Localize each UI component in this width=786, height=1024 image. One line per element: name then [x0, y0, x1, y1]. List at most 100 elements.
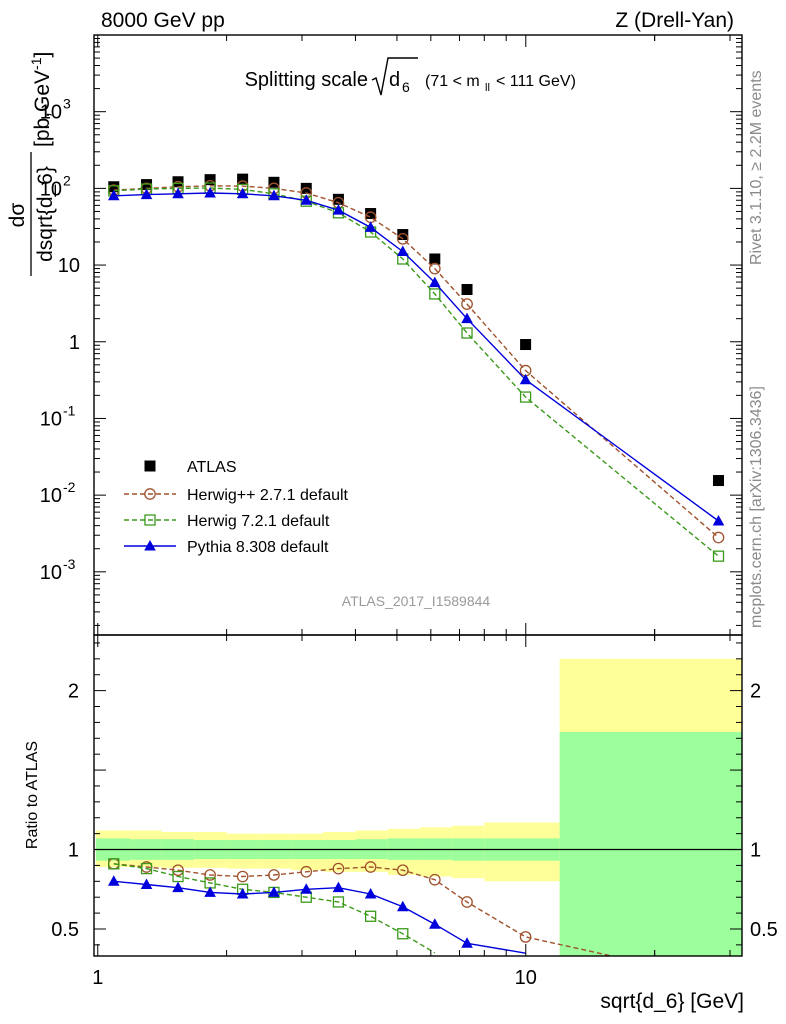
pythia-legend-label: Pythia 8.308 default [187, 539, 329, 556]
pythia-point [107, 189, 120, 201]
herwig7-point [519, 391, 532, 403]
plot-title-range-end: < 111 GeV) [496, 73, 576, 90]
pythia-point [236, 187, 249, 199]
y-axis-label-denominator: dsqrt{d_6} [34, 166, 57, 262]
pythia-ratio-point [172, 881, 184, 893]
y-axis-label-units: [pb,GeV-1] [28, 52, 54, 147]
pythia-ratio-point [204, 886, 216, 897]
y-tick-label-exponent: -3 [63, 556, 76, 572]
herwigpp-ratio-point [268, 869, 280, 881]
y-axis-label: dσ dsqrt{d_6} [pb,GeV-1] [6, 52, 57, 276]
herwig7-legend-marker [144, 514, 156, 526]
y-tick-label: 1 [69, 332, 80, 354]
mcplots-reference-label: mcplots.cern.ch [arXiv:1306.3436] [748, 386, 765, 628]
ratio-plot-series [107, 857, 615, 956]
herwig7-ratio-point [108, 858, 120, 870]
herwig7-line [113, 187, 719, 557]
y-axis-label-numerator: dσ [6, 203, 29, 228]
y-tick-label: 10 [40, 178, 62, 200]
ratio-y-tick-label-left: 2 [68, 681, 79, 703]
herwig7-ratio-point [364, 910, 377, 922]
pythia-ratio-point [268, 886, 280, 897]
herwig7-ratio-point [172, 870, 184, 883]
pythia-ratio-point [332, 881, 345, 893]
pythia-ratio-point [429, 918, 441, 929]
pythia-ratio-point [107, 875, 120, 886]
herwig7-ratio-point [140, 862, 153, 875]
y-tick-label-exponent: -2 [63, 479, 76, 495]
y-tick-label: 10 [40, 102, 62, 124]
pythia-point [332, 204, 345, 215]
pythia-ratio-point [364, 888, 377, 899]
herwigpp-ratio-point [172, 864, 184, 877]
herwigpp-point [396, 232, 409, 245]
pythia-point [300, 194, 313, 205]
pythia-line [113, 192, 719, 522]
y-tick-label: 10 [58, 255, 80, 277]
pythia-point [461, 312, 473, 324]
legend: ATLAS Herwig++ 2.7.1 default Herwig 7.2.1 … [124, 459, 349, 556]
herwigpp-point [712, 531, 725, 544]
plot-title-main: Splitting scale [245, 69, 368, 91]
y-axis-label-units-main: [pb,GeV [31, 70, 54, 147]
process-label: Z (Drell-Yan) [615, 9, 734, 32]
y-tick-label: 10 [40, 408, 62, 430]
herwig7-ratio-point [397, 928, 409, 940]
atlas-point [429, 253, 441, 265]
main-plot-series [107, 173, 725, 562]
atlas-point [397, 229, 409, 241]
plot-title-range-sub: ll [485, 82, 490, 94]
pythia-point [172, 187, 184, 199]
herwigpp-ratio-point [236, 870, 249, 883]
atlas-legend-marker [144, 460, 156, 472]
atlas-point [332, 193, 344, 205]
y-tick-label-exponent: 3 [63, 96, 71, 112]
y-axis-label-units-end: ] [31, 52, 54, 58]
y-tick-label: 10 [40, 562, 62, 584]
x-axis-label: sqrt{d_6} [GeV] [600, 990, 744, 1013]
atlas-point [713, 475, 725, 487]
pythia-ratio-point [236, 888, 249, 899]
herwigpp-ratio-point [396, 864, 409, 877]
atlas-point [204, 174, 216, 186]
atlas-point [461, 284, 473, 296]
pythia-legend-marker [144, 540, 156, 551]
x-tick-label: 10 [515, 967, 537, 989]
ratio-uncertainty-bands [95, 658, 742, 956]
pythia-point [429, 276, 441, 288]
ratio-y-tick-label-left: 0.5 [51, 919, 79, 941]
herwigpp-legend-marker [144, 488, 156, 500]
pythia-ratio-point [461, 937, 473, 948]
pythia-point [364, 221, 377, 232]
pythia-point [204, 187, 216, 198]
pythia-ratio-point [140, 878, 153, 889]
ratio-y-tick-label-left: 1 [68, 840, 79, 862]
pythia-point [712, 514, 725, 526]
herwigpp-ratio-point [461, 896, 473, 908]
atlas-point [108, 181, 120, 193]
ratio-y-tick-label-right: 2 [750, 681, 761, 703]
y-tick-label-exponent: 2 [63, 172, 71, 188]
pythia-point [268, 189, 280, 201]
pythia-ratio-point [300, 883, 313, 894]
plot-title-var-sub: 6 [402, 79, 410, 95]
herwig7-ratio-line [113, 863, 436, 954]
ratio-y-tick-label-right: 1 [750, 840, 761, 862]
herwig7-point [712, 550, 725, 562]
pythia-point [519, 373, 532, 385]
y-tick-label: 10 [40, 485, 62, 507]
herwigpp-ratio-point [300, 865, 313, 878]
herwigpp-ratio-point [519, 931, 532, 943]
analysis-watermark: ATLAS_2017_I1589844 [342, 593, 491, 609]
pythia-ratio-point [396, 900, 409, 912]
pythia-point [396, 245, 409, 257]
ratio-plot-frame [93, 634, 743, 957]
herwig7-point [461, 327, 473, 339]
y-tick-label-exponent: -1 [63, 402, 76, 418]
ratio-inner-band-bin [559, 731, 742, 956]
plot-title-var: d [389, 69, 400, 91]
herwigpp-ratio-point [364, 861, 377, 873]
ratio-y-axis-label: Ratio to ATLAS [24, 741, 41, 849]
